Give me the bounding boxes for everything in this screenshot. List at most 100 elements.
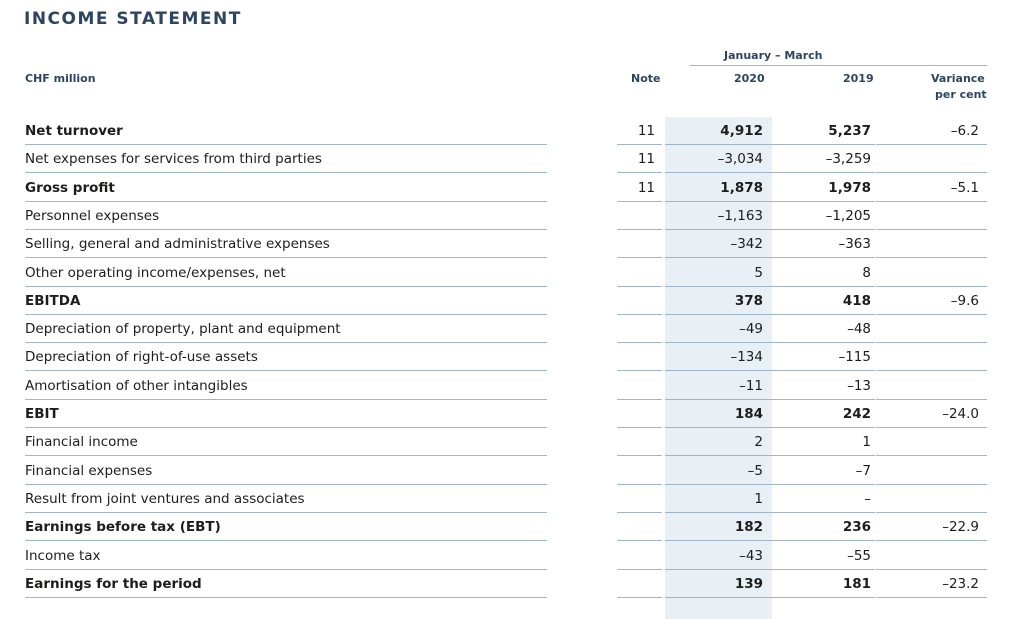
- row-separator: [25, 596, 547, 598]
- row-separator: [25, 144, 547, 145]
- row-variance: –5.1: [950, 179, 979, 196]
- row-separator: [772, 172, 875, 174]
- row-separator: [665, 172, 772, 174]
- row-separator: [772, 427, 875, 428]
- row-separator: [665, 511, 772, 513]
- row-separator: [665, 596, 772, 598]
- row-separator: [617, 144, 662, 145]
- table-row: EBIT 184 242 –24.0: [0, 400, 1017, 428]
- row-separator: [25, 228, 547, 230]
- row-separator: [772, 568, 875, 570]
- row-separator: [665, 342, 772, 344]
- row-variance: –22.9: [942, 519, 979, 536]
- row-value-2019: 1: [862, 434, 871, 451]
- row-separator: [617, 568, 662, 570]
- row-separator: [665, 228, 772, 230]
- row-value-2019: 236: [842, 519, 871, 536]
- page-title: INCOME STATEMENT: [24, 9, 242, 29]
- row-separator: [772, 342, 875, 344]
- row-separator: [665, 257, 772, 259]
- row-separator: [665, 144, 772, 145]
- row-value-2019: 418: [842, 292, 871, 309]
- row-value-2020: –43: [739, 547, 763, 564]
- table-row: Income tax –43 –55: [0, 542, 1017, 570]
- unit-header: CHF million: [25, 72, 96, 85]
- row-separator: [665, 568, 772, 570]
- row-value-2019: 181: [842, 575, 871, 592]
- row-variance: –24.0: [942, 406, 979, 422]
- row-label: Result from joint ventures and associate…: [25, 490, 305, 507]
- row-separator: [772, 257, 875, 259]
- period-header-rule: [690, 65, 987, 66]
- row-separator: [25, 370, 547, 372]
- row-value-2020: –342: [730, 236, 763, 253]
- table-row: EBITDA 378 418 –9.6: [0, 287, 1017, 315]
- row-separator: [772, 228, 875, 230]
- row-label: Financial income: [25, 434, 138, 451]
- row-separator: [25, 511, 547, 513]
- row-value-2019: 1,978: [828, 179, 871, 196]
- row-separator: [876, 257, 987, 259]
- row-value-2020: –1,163: [717, 207, 763, 224]
- row-separator: [617, 540, 662, 542]
- row-separator: [617, 596, 662, 598]
- row-separator: [665, 483, 772, 485]
- row-separator: [772, 200, 875, 202]
- row-separator: [25, 285, 547, 287]
- row-separator: [876, 483, 987, 485]
- header-rule: [25, 65, 987, 66]
- row-value-2020: 184: [734, 406, 763, 422]
- row-separator: [772, 540, 875, 542]
- row-value-2019: –55: [847, 547, 871, 564]
- row-separator: [665, 398, 772, 400]
- row-separator: [876, 398, 987, 400]
- row-separator: [617, 398, 662, 400]
- row-value-2020: –11: [739, 377, 763, 394]
- row-value-2020: 5: [754, 264, 763, 281]
- row-separator: [876, 313, 987, 315]
- row-separator: [25, 313, 547, 315]
- row-value-2019: –13: [847, 377, 871, 394]
- table-row: Result from joint ventures and associate…: [0, 485, 1017, 513]
- row-value-2019: –3,259: [825, 151, 871, 168]
- row-separator: [665, 455, 772, 457]
- row-separator: [772, 313, 875, 315]
- row-label: EBIT: [25, 406, 59, 422]
- row-separator: [876, 172, 987, 174]
- row-label: EBITDA: [25, 292, 81, 309]
- row-separator: [25, 257, 547, 259]
- row-separator: [876, 228, 987, 230]
- row-separator: [876, 285, 987, 287]
- row-separator: [876, 427, 987, 428]
- table-row: Selling, general and administrative expe…: [0, 230, 1017, 259]
- row-note: 11: [637, 123, 655, 139]
- row-separator: [25, 427, 547, 428]
- row-label: Amortisation of other intangibles: [25, 377, 248, 394]
- row-value-2020: 1: [754, 490, 763, 507]
- row-value-2020: 2: [754, 434, 763, 451]
- table-row: Financial income 2 1: [0, 428, 1017, 457]
- row-label: Earnings before tax (EBT): [25, 519, 221, 536]
- row-separator: [876, 540, 987, 542]
- row-value-2020: –134: [730, 349, 763, 366]
- row-separator: [876, 370, 987, 372]
- row-variance: –23.2: [942, 575, 979, 592]
- row-value-2020: 4,912: [720, 123, 763, 139]
- row-separator: [665, 313, 772, 315]
- row-label: Financial expenses: [25, 462, 153, 479]
- row-value-2019: 8: [862, 264, 871, 281]
- row-value-2019: 5,237: [828, 123, 871, 139]
- row-separator: [772, 398, 875, 400]
- row-separator: [617, 228, 662, 230]
- row-value-2019: –363: [838, 236, 871, 253]
- row-value-2019: –: [864, 490, 871, 507]
- variance-header-line1: Variance: [931, 72, 985, 85]
- row-separator: [665, 427, 772, 428]
- row-separator: [25, 342, 547, 344]
- row-label: Gross profit: [25, 179, 115, 196]
- row-separator: [25, 200, 547, 202]
- row-label: Earnings for the period: [25, 575, 202, 592]
- row-separator: [617, 370, 662, 372]
- row-separator: [772, 483, 875, 485]
- row-separator: [617, 313, 662, 315]
